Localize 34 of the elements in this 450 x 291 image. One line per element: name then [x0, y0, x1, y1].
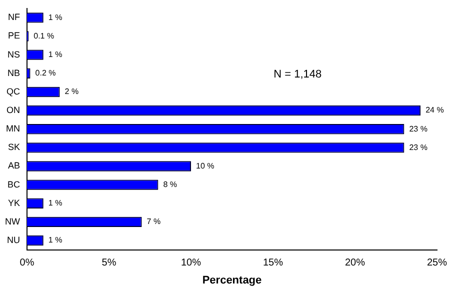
x-tick-label: 25%	[426, 258, 448, 269]
y-tick-label: MN	[6, 124, 20, 134]
x-tick-label: 15%	[262, 258, 284, 269]
y-tick-label: NB	[7, 68, 20, 78]
data-label: 0.2 %	[35, 68, 56, 78]
x-tick-label: 10%	[180, 258, 202, 269]
data-label: 24 %	[426, 106, 444, 115]
x-tick-label: 0%	[20, 258, 34, 269]
y-tick-label: NU	[6, 235, 20, 245]
y-tick-label: ON	[6, 105, 20, 116]
data-label: 1 %	[48, 236, 62, 245]
data-label: 1 %	[48, 198, 62, 208]
y-tick-label: NS	[7, 49, 20, 60]
y-tick-label: AB	[8, 160, 20, 171]
x-axis-title: Percentage	[202, 274, 262, 286]
data-label: 0.1 %	[34, 31, 54, 40]
data-label: 1 %	[48, 50, 62, 60]
y-tick-label: BC	[7, 179, 20, 190]
x-tick-label: 20%	[344, 258, 366, 269]
data-label: 10 %	[196, 161, 214, 170]
data-label: 1 %	[48, 12, 62, 22]
annotation: N = 1,148	[274, 68, 322, 80]
data-label: 2 %	[64, 87, 79, 96]
data-label: 23 %	[409, 124, 428, 134]
x-tick-label: 5%	[102, 258, 116, 269]
data-label: 7 %	[146, 217, 161, 226]
y-tick-label: NF	[8, 12, 20, 22]
y-tick-label: NW	[4, 216, 20, 226]
y-tick-label: PE	[8, 30, 20, 41]
y-tick-label: YK	[8, 198, 20, 208]
data-label: 23 %	[409, 142, 428, 152]
data-label: 8 %	[163, 180, 177, 190]
y-tick-label: QC	[6, 86, 20, 96]
y-tick-label: SK	[8, 142, 20, 152]
